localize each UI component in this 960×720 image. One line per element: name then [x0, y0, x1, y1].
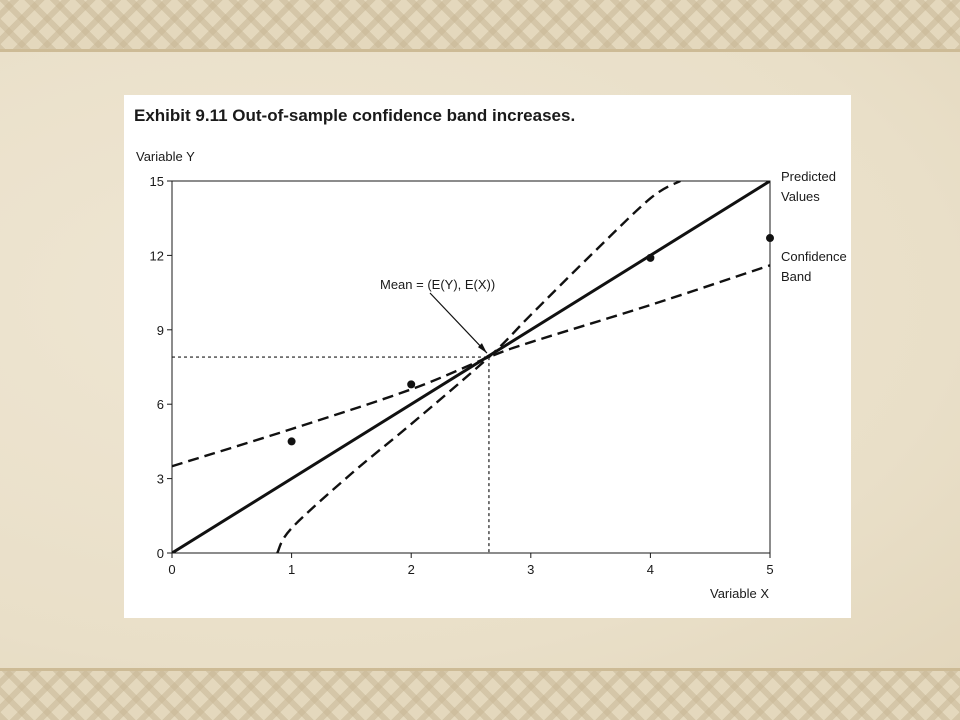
y-tick-label: 6 [157, 397, 164, 412]
x-axis-label: Variable X [710, 586, 769, 601]
predicted-values-label-line1: Predicted [781, 169, 836, 184]
chart-title: Exhibit 9.11 Out-of-sample confidence ba… [134, 106, 575, 125]
data-point [407, 380, 416, 389]
x-tick-label: 4 [647, 562, 654, 577]
data-point [646, 253, 655, 262]
predicted-values-label-line2: Values [781, 189, 820, 204]
exhibit-figure: Exhibit 9.11 Out-of-sample confidence ba… [124, 95, 851, 618]
plot-frame [171, 180, 771, 554]
y-tick-label: 0 [157, 546, 164, 561]
y-tick-label: 9 [157, 323, 164, 338]
decorative-border-bottom [0, 668, 960, 720]
predicted-line [172, 181, 770, 553]
x-tick-label: 3 [527, 562, 534, 577]
mean-pointer-arrowhead [477, 343, 487, 354]
confidence-band-lower-line [172, 264, 770, 468]
mean-annotation-label: Mean = (E(Y), E(X)) [380, 277, 495, 292]
data-point [287, 437, 296, 446]
chart-svg: Exhibit 9.11 Out-of-sample confidence ba… [134, 106, 847, 601]
x-tick-label: 2 [408, 562, 415, 577]
confidence-band-upper-line [276, 181, 681, 553]
y-tick-label: 15 [150, 174, 164, 189]
decorative-border-top [0, 0, 960, 52]
data-point [766, 234, 774, 243]
y-axis-label: Variable Y [136, 149, 195, 164]
x-tick-label: 0 [168, 562, 175, 577]
x-tick-label: 5 [766, 562, 773, 577]
confidence-band-label-line2: Band [781, 269, 811, 284]
y-tick-label: 3 [157, 472, 164, 487]
y-tick-label: 12 [150, 248, 164, 263]
x-tick-label: 1 [288, 562, 295, 577]
confidence-band-label-line1: Confidence [781, 249, 847, 264]
mean-pointer-line [429, 292, 488, 354]
